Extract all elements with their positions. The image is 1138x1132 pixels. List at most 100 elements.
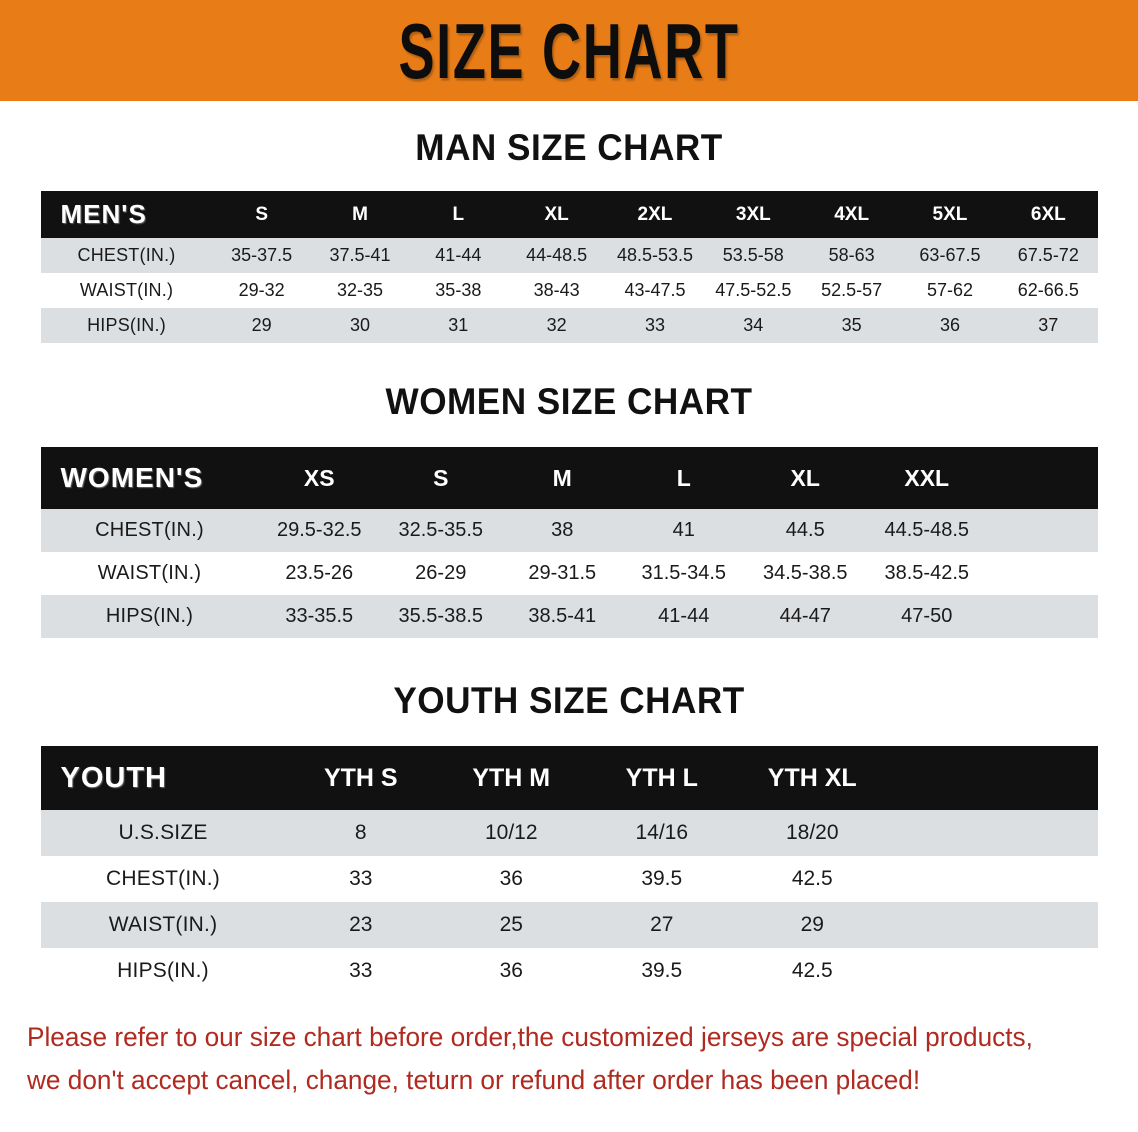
table-cell: 10/12 (484, 821, 538, 844)
row-spacer (988, 595, 1098, 638)
women-column-header: XL (790, 464, 820, 491)
table-row: U.S.SIZE 8 10/12 14/16 18/20 (40, 810, 1098, 856)
table-cell: 33 (644, 315, 665, 335)
table-cell: 62-66.5 (1017, 280, 1079, 300)
table-cell: 31.5-34.5 (641, 562, 726, 584)
women-table-header-row: WOMEN'S XS S M L XL XXL (40, 447, 1098, 509)
table-cell: 43-47.5 (624, 280, 686, 300)
table-cell: 31 (448, 315, 469, 335)
table-cell: 38.5-42.5 (884, 562, 969, 584)
women-column-header: M (552, 464, 572, 491)
table-cell: 42.5 (791, 867, 833, 890)
table-cell: 47.5-52.5 (715, 280, 792, 300)
row-label: WAIST(IN.) (79, 280, 174, 300)
table-cell: 29 (251, 315, 272, 335)
table-cell: 63-67.5 (919, 245, 981, 265)
table-cell: 36 (939, 315, 960, 335)
table-row: HIPS(IN.) 33-35.5 35.5-38.5 38.5-41 41-4… (40, 595, 1098, 638)
table-cell: 37.5-41 (329, 245, 391, 265)
table-cell: 25 (499, 913, 523, 936)
table-cell: 36 (499, 867, 523, 890)
men-column-header: 2XL (637, 203, 673, 225)
youth-header-spacer (888, 746, 1098, 810)
table-cell: 23 (349, 913, 373, 936)
row-label: HIPS(IN.) (87, 315, 166, 335)
page-banner: SIZE CHART (0, 0, 1138, 101)
men-column-header: 6XL (1030, 203, 1066, 225)
table-cell: 29-32 (238, 280, 285, 300)
table-cell: 30 (349, 315, 370, 335)
row-spacer (988, 509, 1098, 552)
table-cell: 57-62 (926, 280, 973, 300)
table-cell: 44.5-48.5 (884, 519, 969, 541)
youth-table-header-row: YOUTH YTH S YTH M YTH L YTH XL (40, 746, 1098, 810)
men-column-header: 4XL (834, 203, 870, 225)
table-cell: 44-48.5 (526, 245, 588, 265)
men-column-header: XL (544, 203, 569, 225)
table-cell: 38.5-41 (528, 605, 597, 627)
row-label: CHEST(IN.) (106, 867, 220, 890)
row-label: CHEST(IN.) (77, 245, 176, 265)
return-policy-line-2: we don't accept cancel, change, teturn o… (26, 1065, 920, 1096)
table-cell: 41-44 (658, 605, 710, 627)
men-section-title: MAN SIZE CHART (415, 127, 723, 168)
youth-column-header: YTH L (625, 763, 698, 792)
women-header-spacer (988, 447, 1098, 509)
table-row: WAIST(IN.) 29-32 32-35 35-38 38-43 43-47… (40, 273, 1098, 308)
table-cell: 38 (551, 519, 574, 541)
table-cell: 35-38 (435, 280, 482, 300)
women-size-table: WOMEN'S XS S M L XL XXL CHEST(IN.) 29.5-… (40, 447, 1098, 638)
table-cell: 26-29 (415, 562, 467, 584)
table-cell: 14/16 (635, 821, 689, 844)
table-cell: 18/20 (785, 821, 839, 844)
women-column-header: S (433, 464, 449, 491)
table-row: CHEST(IN.) 33 36 39.5 42.5 (40, 856, 1098, 902)
table-cell: 29-31.5 (528, 562, 597, 584)
table-cell: 35.5-38.5 (398, 605, 483, 627)
youth-column-header: YTH M (472, 763, 551, 792)
table-cell: 58-63 (828, 245, 875, 265)
men-column-header: L (452, 203, 465, 225)
table-cell: 34 (743, 315, 764, 335)
table-cell: 42.5 (791, 959, 833, 982)
table-cell: 47-50 (901, 605, 953, 627)
return-policy-line-1: Please refer to our size chart before or… (26, 1022, 1033, 1052)
row-label: CHEST(IN.) (95, 519, 204, 541)
row-spacer (888, 902, 1098, 948)
table-cell: 41 (672, 519, 695, 541)
men-corner-label: MEN'S (60, 199, 147, 229)
table-cell: 34.5-38.5 (762, 562, 848, 584)
women-section-title: WOMEN SIZE CHART (385, 381, 753, 422)
table-cell: 33-35.5 (285, 605, 354, 627)
table-cell: 35-37.5 (231, 245, 293, 265)
men-column-header: 5XL (932, 203, 968, 225)
table-cell: 39.5 (641, 959, 683, 982)
table-cell: 32.5-35.5 (398, 519, 483, 541)
table-cell: 33 (349, 867, 373, 890)
return-policy-note: Please refer to our size chart before or… (27, 1016, 1079, 1102)
table-row: CHEST(IN.) 29.5-32.5 32.5-35.5 38 41 44.… (40, 509, 1098, 552)
women-column-header: XXL (904, 464, 950, 491)
table-cell: 52.5-57 (821, 280, 883, 300)
women-column-header: L (676, 464, 691, 491)
men-column-header: S (255, 203, 268, 225)
row-spacer (988, 552, 1098, 595)
table-cell: 41-44 (435, 245, 482, 265)
table-cell: 27 (650, 913, 674, 936)
table-cell: 37 (1038, 315, 1059, 335)
youth-section-title: YOUTH SIZE CHART (393, 680, 745, 721)
women-column-header: XS (303, 464, 335, 491)
table-row: HIPS(IN.) 29 30 31 32 33 34 35 36 37 (40, 308, 1098, 343)
table-cell: 33 (349, 959, 373, 982)
table-cell: 53.5-58 (722, 245, 784, 265)
table-cell: 36 (499, 959, 523, 982)
men-size-table: MEN'S S M L XL 2XL 3XL 4XL 5XL 6XL CHEST… (40, 191, 1098, 343)
table-row: HIPS(IN.) 33 36 39.5 42.5 (40, 948, 1098, 994)
table-cell: 35 (841, 315, 862, 335)
table-cell: 29.5-32.5 (276, 519, 362, 541)
men-table-header-row: MEN'S S M L XL 2XL 3XL 4XL 5XL 6XL (40, 191, 1098, 238)
row-label: WAIST(IN.) (97, 562, 202, 584)
page-title: SIZE CHART (398, 6, 740, 95)
table-row: CHEST(IN.) 35-37.5 37.5-41 41-44 44-48.5… (40, 238, 1098, 273)
table-cell: 44.5 (785, 519, 825, 541)
